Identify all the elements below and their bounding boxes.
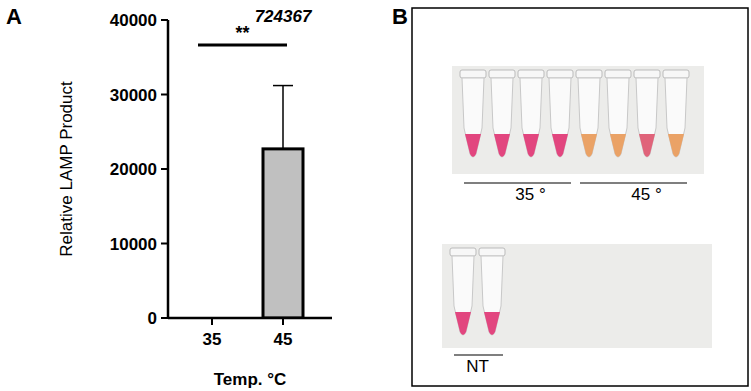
panel-label: A <box>6 4 22 29</box>
chart-title: 724367 <box>255 7 313 26</box>
x-axis-line <box>168 317 332 320</box>
tube-cap <box>634 70 660 78</box>
y-tick-label: 0 <box>148 309 157 328</box>
tube-body <box>578 78 600 157</box>
y-axis-label: Relative LAMP Product <box>57 81 76 257</box>
y-tick <box>161 94 168 96</box>
group-label: NT <box>466 357 489 376</box>
tube-body <box>481 256 503 335</box>
tube <box>460 70 486 157</box>
group-line <box>464 182 571 183</box>
tube-cap <box>489 70 515 78</box>
tube-cap <box>518 70 544 78</box>
group-label: 35 ° <box>515 185 545 204</box>
x-tick-label: 35 <box>203 330 222 349</box>
tube-body <box>636 78 658 157</box>
group-label: 45 ° <box>631 185 661 204</box>
x-tick-label: 45 <box>274 330 293 349</box>
y-tick-label: 40000 <box>110 11 157 30</box>
y-tick-label: 30000 <box>110 86 157 105</box>
error-stem <box>282 86 284 149</box>
y-tick <box>161 19 168 21</box>
tube-cap <box>547 70 573 78</box>
tube-cap <box>576 70 602 78</box>
tube-body <box>491 78 513 157</box>
photo-frame <box>412 8 748 386</box>
y-tick <box>161 168 168 170</box>
tube-liquid <box>668 134 684 157</box>
photo-background <box>452 66 704 174</box>
tube-liquid <box>465 134 481 157</box>
tube-body <box>665 78 687 157</box>
y-tick-label: 10000 <box>110 235 157 254</box>
tube <box>518 70 544 157</box>
tube-liquid <box>523 134 539 157</box>
tube-cap <box>450 248 476 256</box>
tube <box>547 70 573 157</box>
tube-liquid <box>552 134 568 157</box>
group-line <box>580 182 687 183</box>
tube <box>663 70 689 157</box>
error-bar <box>273 86 293 149</box>
tube-cap <box>479 248 505 256</box>
plot-area <box>202 86 303 318</box>
tube-liquid <box>639 134 655 157</box>
tube-liquid <box>484 312 500 335</box>
bar <box>263 149 303 318</box>
x-tick <box>211 318 213 325</box>
y-tick <box>161 243 168 245</box>
tube <box>479 248 505 335</box>
tube-cap <box>605 70 631 78</box>
significance-line <box>198 44 287 47</box>
y-tick-label: 20000 <box>110 160 157 179</box>
significance-text: ** <box>235 23 249 43</box>
tube <box>489 70 515 157</box>
panel-label: B <box>392 4 408 29</box>
tube-body <box>520 78 542 157</box>
tube <box>450 248 476 335</box>
tube-liquid <box>581 134 597 157</box>
tube-body <box>452 256 474 335</box>
tube <box>576 70 602 157</box>
tube-body <box>549 78 571 157</box>
tube-liquid <box>455 312 471 335</box>
tube-liquid <box>610 134 626 157</box>
tube-liquid <box>494 134 510 157</box>
figure: A B 724367 0 10000 20000 30000 40000 35 45 Temp. °… <box>0 0 751 391</box>
tube-cap <box>663 70 689 78</box>
tube-body <box>607 78 629 157</box>
y-tick <box>161 317 168 319</box>
tube <box>634 70 660 157</box>
photo-background <box>442 244 712 348</box>
x-tick <box>282 318 284 325</box>
tube-cap <box>460 70 486 78</box>
x-axis-label: Temp. °C <box>214 370 287 389</box>
group-line <box>454 354 503 355</box>
error-cap <box>273 85 293 87</box>
tube-body <box>462 78 484 157</box>
tube <box>605 70 631 157</box>
